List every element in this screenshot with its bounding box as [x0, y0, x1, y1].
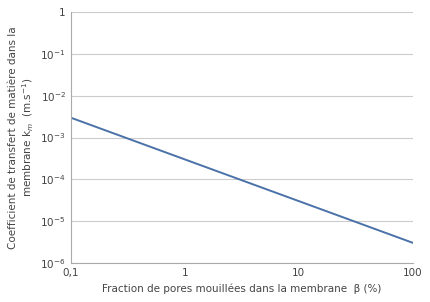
- Y-axis label: Coefficient de transfert de matière dans la
membrane k$_m$  (m.s$^{-1}$): Coefficient de transfert de matière dans…: [8, 26, 36, 249]
- X-axis label: Fraction de pores mouillées dans la membrane  β (%): Fraction de pores mouillées dans la memb…: [102, 283, 381, 294]
